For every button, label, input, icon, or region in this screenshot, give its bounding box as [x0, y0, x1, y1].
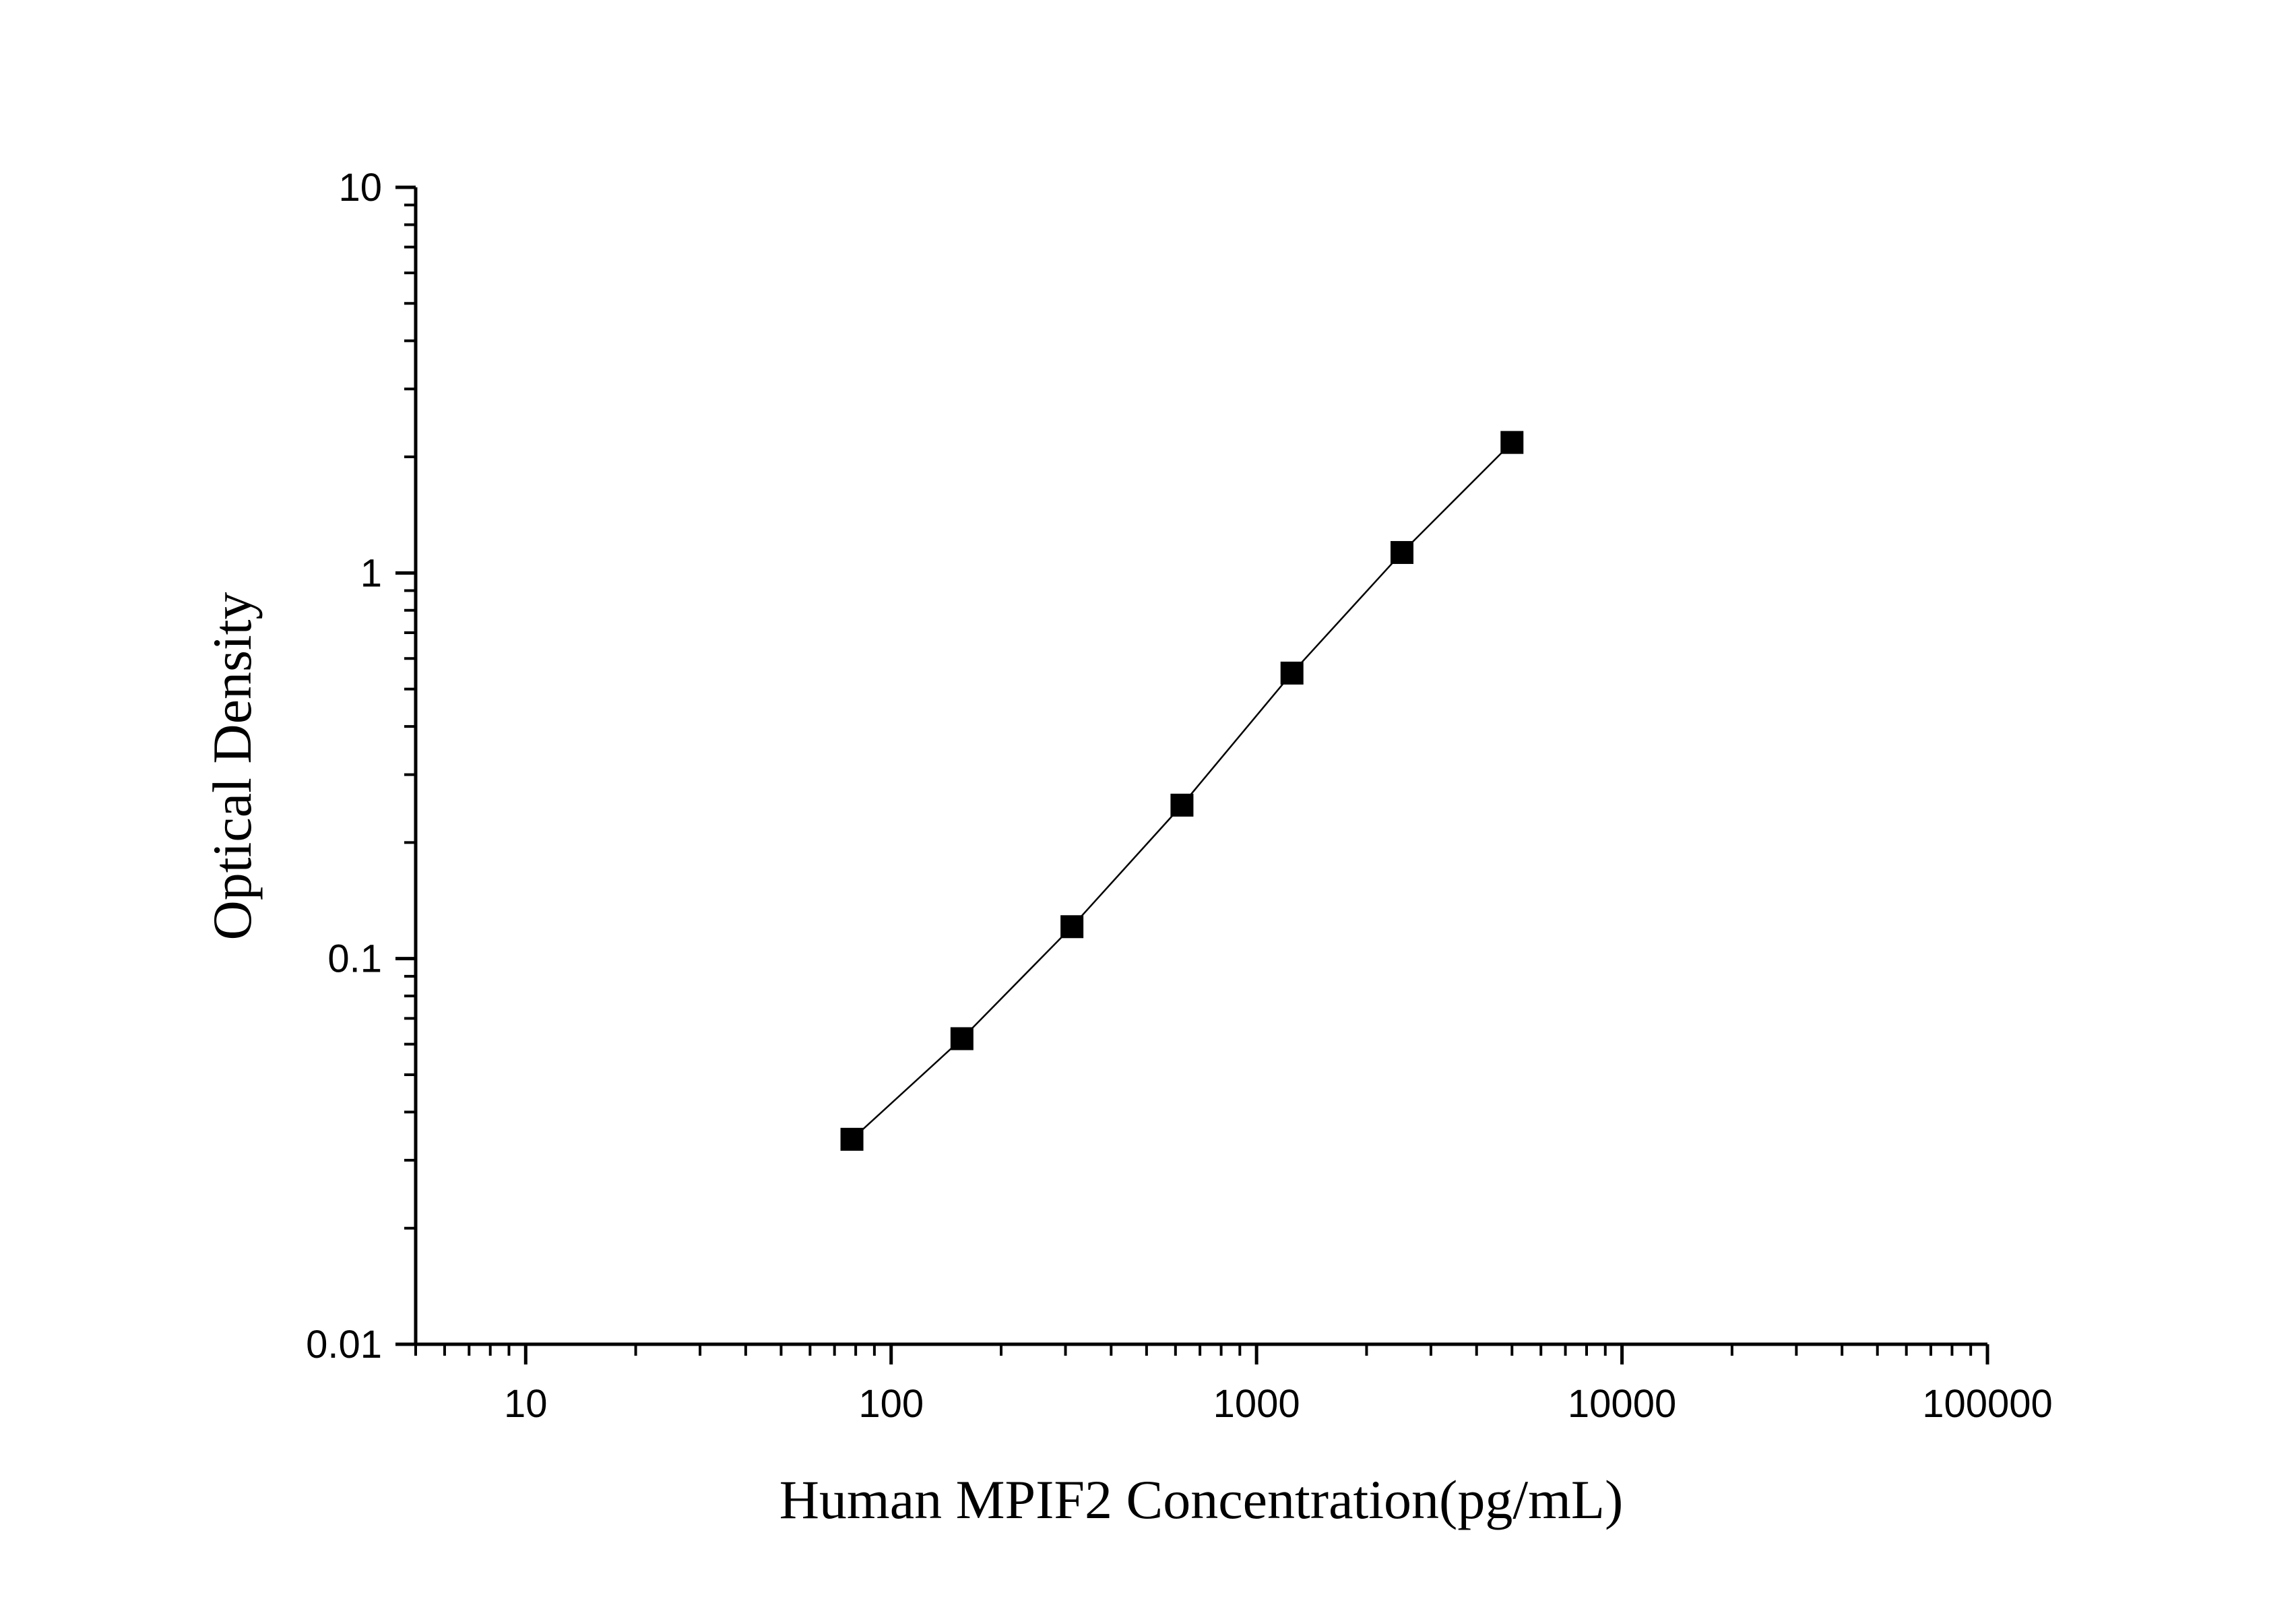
data-point-marker — [1390, 540, 1413, 564]
y-tick-label: 10 — [338, 166, 382, 210]
x-tick-label: 10 — [504, 1382, 548, 1426]
data-point-marker — [1280, 661, 1304, 685]
x-tick-label: 100 — [858, 1382, 924, 1426]
y-tick-label: 0.1 — [327, 937, 382, 981]
x-tick-label: 100000 — [1922, 1382, 2053, 1426]
data-point-marker — [1060, 915, 1084, 939]
y-axis-title: Optical Density — [201, 592, 263, 941]
x-tick-label: 1000 — [1213, 1382, 1300, 1426]
y-tick-label: 0.01 — [306, 1323, 382, 1366]
x-axis-title: Human MPIF2 Concentration(pg/mL) — [779, 1469, 1624, 1530]
data-series — [840, 431, 1524, 1151]
axes — [414, 187, 1987, 1346]
data-point-marker — [840, 1127, 864, 1151]
data-point-marker — [1170, 793, 1194, 817]
tick-labels: 10 100 1000 10000 100000 0.01 0.1 1 10 — [306, 166, 2053, 1426]
data-point-marker — [1500, 431, 1524, 454]
data-point-marker — [950, 1027, 974, 1050]
axis-ticks — [395, 185, 1989, 1364]
x-tick-label: 10000 — [1568, 1382, 1676, 1426]
y-tick-label: 1 — [360, 551, 382, 595]
